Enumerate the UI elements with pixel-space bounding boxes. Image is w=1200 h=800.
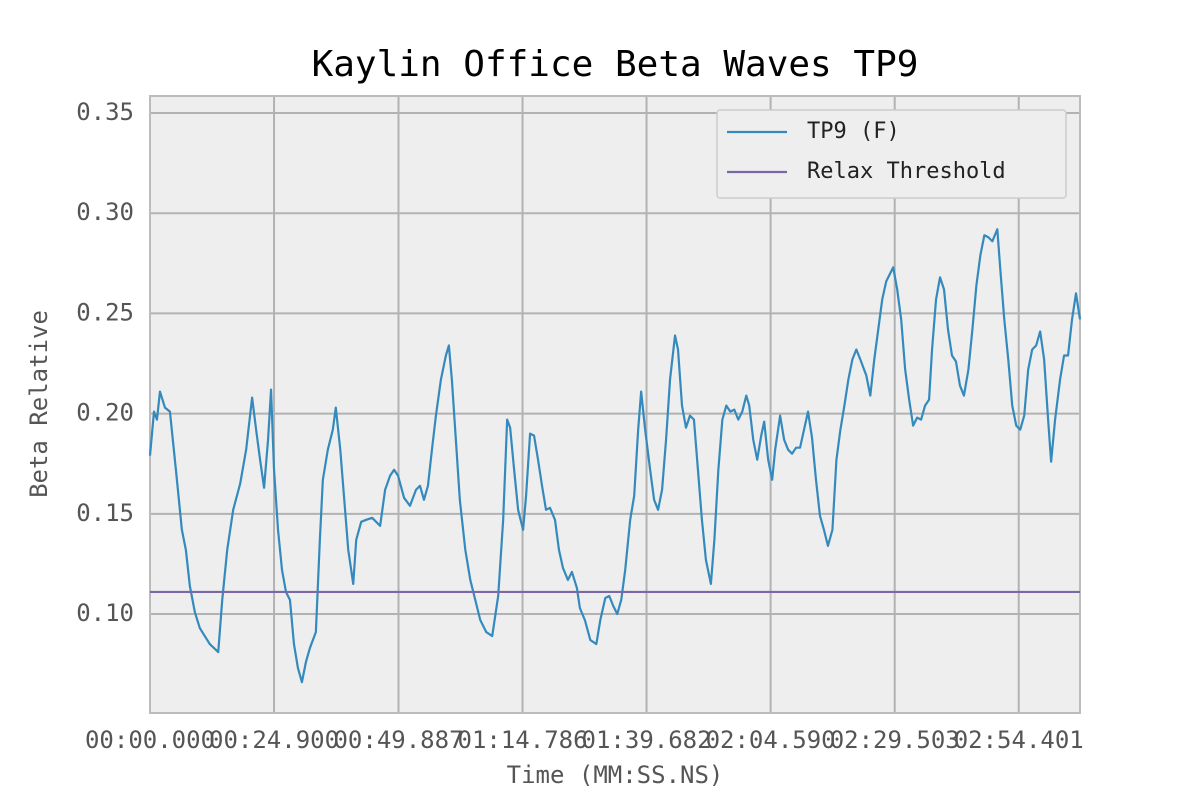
x-tick-label: 02:04.590	[706, 726, 836, 754]
y-tick-label: 0.15	[76, 499, 134, 527]
x-tick-label: 01:39.682	[582, 726, 712, 754]
legend-box	[716, 109, 1067, 199]
x-tick-label: 02:54.401	[954, 726, 1084, 754]
series-line	[148, 228, 1082, 684]
x-tick-label: 00:00.000	[85, 726, 215, 754]
y-axis-label: Beta Relative	[25, 310, 53, 498]
y-tick-label: 0.25	[76, 298, 134, 326]
y-tick-label: 0.20	[76, 399, 134, 427]
legend-label: TP9 (F)	[807, 119, 900, 144]
chart-title: Kaylin Office Beta Waves TP9	[312, 44, 919, 85]
legend-label: Relax Threshold	[807, 159, 1006, 184]
y-tick-label: 0.10	[76, 599, 134, 627]
x-tick-label: 00:49.887	[333, 726, 463, 754]
x-tick-label: 02:29.503	[830, 726, 960, 754]
x-axis-label: Time (MM:SS.NS)	[507, 761, 724, 789]
plot-frame	[149, 95, 1081, 714]
y-tick-label: 0.35	[76, 98, 134, 126]
x-tick-label: 01:14.786	[458, 726, 588, 754]
y-tick-label: 0.30	[76, 198, 134, 226]
x-tick-label: 00:24.900	[209, 726, 339, 754]
